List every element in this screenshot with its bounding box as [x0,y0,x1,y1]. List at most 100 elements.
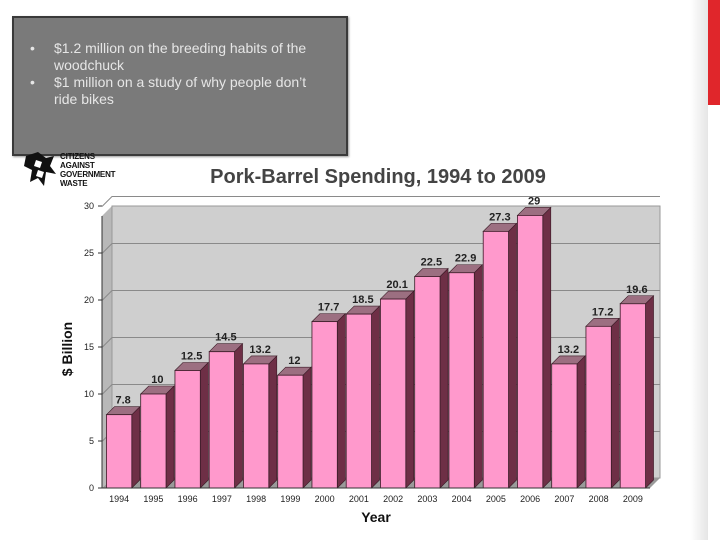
bar [413,267,449,489]
x-tick-label: 2003 [417,494,437,504]
bar [619,295,655,489]
data-label: 22.5 [421,257,442,269]
bar-side [645,295,654,489]
bar-side [508,222,517,489]
x-tick-label: 1997 [212,494,232,504]
bar [242,355,278,489]
bar [311,312,347,489]
bar-front [551,363,578,489]
bar [482,222,518,489]
slide-edge-shadow [690,0,708,540]
x-tick-label: 2007 [554,494,574,504]
bar [585,317,621,489]
data-label: 18.5 [352,294,373,306]
bar-side [199,361,209,489]
bar-front [174,370,201,489]
chart-title: Pork-Barrel Spending, 1994 to 2009 [210,166,546,188]
bar-front [448,272,475,489]
logo-line: GOVERNMENT [60,170,116,179]
bar-side [234,342,243,489]
data-label: 17.7 [318,302,339,314]
x-tick-label: 2009 [623,494,643,504]
x-tick-label: 1999 [280,494,300,504]
data-label: 20.1 [386,279,407,291]
bar-front [277,374,304,489]
bar-front [585,325,612,489]
bar [105,405,141,489]
logo-line: AGAINST [60,161,95,170]
bullet-item: $1.2 million on the breeding habits of t… [30,40,320,74]
bar-front [414,276,441,489]
x-tick-label: 1996 [178,494,198,504]
accent-bar [708,0,720,105]
x-tick-label: 2006 [520,494,540,504]
logo-line: CITIZENS [60,152,95,161]
x-tick-label: 2005 [486,494,506,504]
data-label: 13.2 [558,344,579,356]
y-axis-label: $ Billion [59,322,75,376]
bar-side [302,366,312,489]
data-label: 13.2 [249,344,270,356]
x-tick-label: 2004 [452,494,472,504]
y-tick-label: 10 [84,389,94,399]
bar-side [542,206,552,489]
bar-front [311,321,338,489]
x-tick-label: 2002 [383,494,403,504]
data-label: 10 [151,374,163,386]
value-labels: 7.8 10 12.5 14.5 13.2 12 17.7 18.5 20.1 22.5 22.9 2… [115,195,647,406]
gridline [101,243,660,254]
y-tick-label: 20 [84,295,94,305]
bar-side [131,405,141,489]
bar-side [610,317,620,489]
bar-front [106,414,133,489]
x-axis-ticks: 1994 1995 1996 1997 1998 1999 2000 2001 2002 2003… [102,487,650,504]
y-tick-label: 15 [84,342,94,352]
bar [379,290,415,489]
bar-side [439,267,449,489]
data-label: 12 [288,355,300,367]
x-axis-label: Year [361,509,391,525]
bar [516,206,552,489]
bar [448,264,484,489]
data-label: 12.5 [181,351,202,363]
bar-front [517,214,544,489]
bar [139,385,175,489]
bar-side [268,355,278,489]
bar-front [345,313,372,489]
x-tick-label: 1998 [246,494,266,504]
bar [174,361,210,489]
y-tick-label: 30 [84,201,94,211]
y-tick-label: 25 [84,248,94,258]
data-label: 7.8 [115,395,130,407]
x-tick-label: 2008 [589,494,609,504]
data-label: 17.2 [592,306,613,318]
bullet-list: $1.2 million on the breeding habits of t… [14,18,346,108]
y-tick-label: 5 [89,436,94,446]
eagle-icon [24,152,56,186]
bar-side [165,385,175,489]
gridline [101,196,660,207]
bar [345,305,381,489]
bar-front [619,303,646,489]
note-box: $1.2 million on the breeding habits of t… [12,16,348,156]
data-label: 22.9 [455,253,476,265]
cagw-logo: CITIZENS AGAINST GOVERNMENT WASTE [24,150,154,190]
bar-front [140,393,167,489]
bar-side [336,312,346,489]
bar-front [482,230,509,489]
x-tick-label: 2000 [315,494,335,504]
bullet-item: $1 million on a study of why people don’… [30,74,320,108]
bar [208,342,244,489]
data-label: 19.6 [626,284,647,296]
bar-front [380,298,407,489]
bar-front [243,363,270,489]
bar-side [576,355,586,489]
x-tick-label: 2001 [349,494,369,504]
bar-side [371,305,380,489]
data-label: 29 [528,195,540,207]
data-label: 14.5 [215,332,236,344]
bar [550,355,586,489]
x-tick-label: 1995 [143,494,163,504]
bar-side [473,264,483,489]
